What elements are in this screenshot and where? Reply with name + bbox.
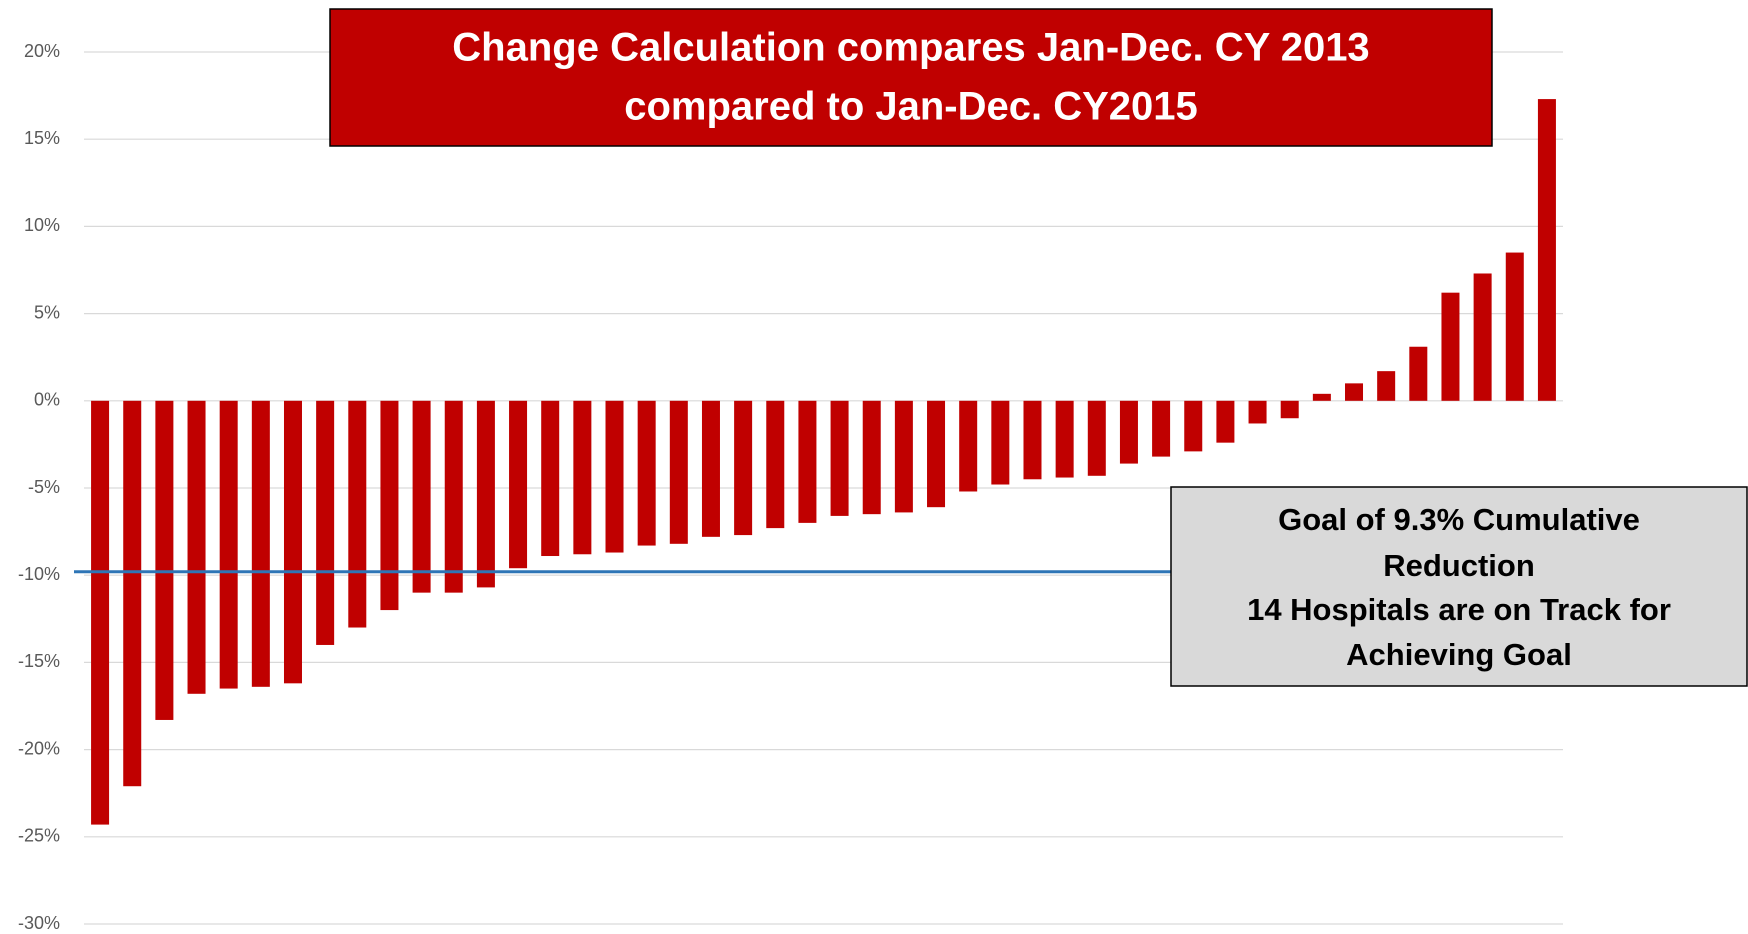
- goal-annotation-line: Reduction: [1383, 548, 1535, 583]
- bar: [155, 400, 174, 720]
- bar: [669, 400, 688, 544]
- bar: [1473, 273, 1492, 401]
- bar: [509, 400, 528, 569]
- y-tick-label: 10%: [24, 215, 60, 235]
- bar: [283, 400, 302, 684]
- y-tick-label: -30%: [18, 913, 60, 933]
- y-tick-label: -5%: [28, 477, 60, 497]
- bar: [1441, 292, 1460, 401]
- y-tick-label: 0%: [34, 390, 60, 410]
- bar: [1119, 400, 1138, 464]
- y-tick-label: 5%: [34, 302, 60, 322]
- bar: [573, 400, 592, 555]
- bar: [348, 400, 367, 628]
- bar: [1184, 400, 1203, 452]
- goal-annotation-line: Goal of 9.3% Cumulative: [1278, 502, 1640, 537]
- y-tick-label: -25%: [18, 826, 60, 846]
- bar: [316, 400, 335, 645]
- bar: [959, 400, 978, 492]
- bar: [1216, 400, 1235, 443]
- bar: [412, 400, 431, 593]
- bar: [251, 400, 270, 687]
- bar: [734, 400, 753, 536]
- bar: [123, 400, 142, 787]
- bar: [219, 400, 238, 689]
- y-tick-label: 20%: [24, 41, 60, 61]
- bar: [1152, 400, 1171, 457]
- goal-annotation-line: Achieving Goal: [1346, 637, 1572, 672]
- bar: [1248, 400, 1267, 424]
- y-tick-label: -10%: [18, 564, 60, 584]
- bar: [1505, 252, 1524, 401]
- bar: [701, 400, 720, 537]
- bar: [605, 400, 624, 553]
- bar: [1537, 99, 1556, 401]
- bar: [637, 400, 656, 546]
- bar: [798, 400, 817, 523]
- y-tick-label: 15%: [24, 128, 60, 148]
- bar: [187, 400, 206, 694]
- bar: [476, 400, 495, 588]
- bar: [1087, 400, 1106, 476]
- title-line: Change Calculation compares Jan-Dec. CY …: [452, 26, 1369, 70]
- bar: [862, 400, 881, 515]
- title-box: [329, 8, 1493, 147]
- bar: [1280, 400, 1299, 419]
- y-tick-label: -15%: [18, 651, 60, 671]
- bar: [927, 400, 946, 508]
- goal-annotation-line: 14 Hospitals are on Track for: [1247, 592, 1671, 627]
- bar: [1312, 393, 1331, 401]
- bar: [991, 400, 1010, 485]
- bar: [91, 400, 110, 825]
- bar: [894, 400, 913, 513]
- bar: [380, 400, 399, 611]
- bar: [830, 400, 849, 516]
- bar: [1023, 400, 1042, 480]
- goal-box: [1170, 486, 1748, 687]
- y-tick-label: -20%: [18, 738, 60, 758]
- bar: [1377, 371, 1396, 401]
- title-line: compared to Jan-Dec. CY2015: [624, 85, 1198, 129]
- bar: [541, 400, 560, 557]
- bar: [1055, 400, 1074, 478]
- bar: [444, 400, 463, 593]
- bar: [766, 400, 785, 529]
- bar: [1409, 346, 1428, 401]
- bar: [1345, 383, 1364, 401]
